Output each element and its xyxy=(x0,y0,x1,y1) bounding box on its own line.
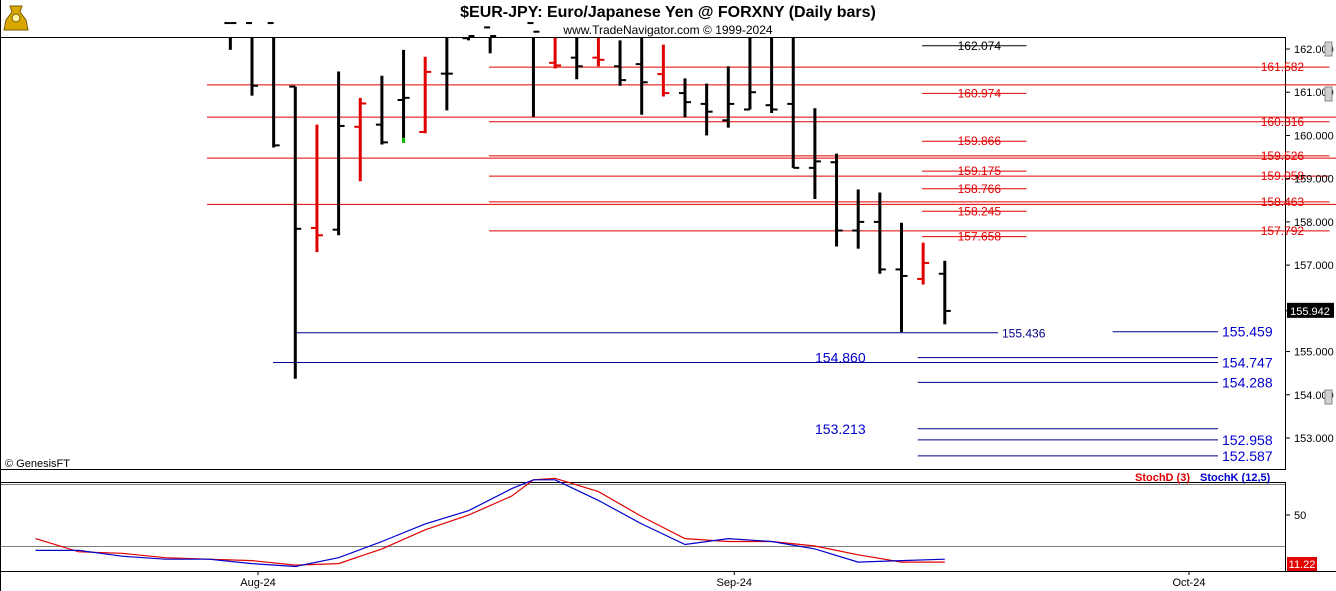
x-tick-label: Sep-24 xyxy=(717,577,752,589)
level-label: 159.058 xyxy=(1261,169,1305,183)
last-price-tag: 155.942 xyxy=(1287,302,1334,318)
level-label: 161.582 xyxy=(1261,60,1305,74)
resistance-levels: 162.074161.582161.171160.974160.425160.3… xyxy=(207,39,1336,244)
time-axis: Aug-24 Sep-24 Oct-24 xyxy=(240,571,1205,589)
level-label: 159.866 xyxy=(958,134,1002,148)
last-price-value: 155.942 xyxy=(1290,306,1330,318)
y-tick-label: 155.000 xyxy=(1294,347,1334,359)
scroll-marker-icon xyxy=(1324,86,1333,102)
price-axis: 162.000 161.000 160.000 159.000 158.000 157.0… xyxy=(1285,41,1334,445)
y-tick-label: 162.000 xyxy=(1294,44,1334,56)
support-label: 152.587 xyxy=(1222,448,1273,464)
y-tick-label: 157.000 xyxy=(1294,260,1334,272)
price-bars xyxy=(224,22,951,379)
scroll-up-icon xyxy=(1324,41,1333,57)
support-label: 153.213 xyxy=(815,421,866,437)
scroll-down-icon xyxy=(1324,389,1333,405)
support-label: 154.860 xyxy=(815,350,866,366)
level-label: 159.526 xyxy=(1261,149,1305,163)
stoch-tick-label: 50 xyxy=(1294,510,1306,522)
y-tick-label: 158.000 xyxy=(1294,217,1334,229)
support-label: 155.459 xyxy=(1222,324,1273,340)
y-tick-label: 154.000 xyxy=(1294,390,1334,402)
y-tick-label: 153.000 xyxy=(1294,433,1334,445)
support-label: 154.288 xyxy=(1222,374,1273,390)
y-tick-label: 159.000 xyxy=(1294,174,1334,186)
level-label: 158.766 xyxy=(958,182,1002,196)
x-tick-label: Oct-24 xyxy=(1172,577,1205,589)
x-tick-label: Aug-24 xyxy=(240,577,275,589)
level-label: 159.175 xyxy=(958,164,1002,178)
stochk-line xyxy=(35,479,945,568)
legend-stochd: StochD (3) xyxy=(1135,472,1190,484)
y-tick-label: 160.000 xyxy=(1294,130,1334,142)
level-label: 160.974 xyxy=(958,86,1002,100)
stoch-value-tag: 11.22 xyxy=(1287,557,1317,571)
support-label: 154.747 xyxy=(1222,354,1273,370)
y-tick-label: 161.000 xyxy=(1294,87,1334,99)
level-label: 162.074 xyxy=(958,39,1002,53)
support-levels: 155.436 155.459 154.860 154.747 154.288 153.2… xyxy=(273,324,1273,464)
stoch-current-value: 11.22 xyxy=(1289,559,1316,571)
support-label: 152.958 xyxy=(1222,432,1273,448)
level-label: 158.245 xyxy=(958,204,1002,218)
support-label: 155.436 xyxy=(1002,327,1046,341)
level-label: 157.792 xyxy=(1261,224,1305,238)
chart-subtitle: www.TradeNavigator.com © 1999-2024 xyxy=(562,23,772,37)
stochastic-panel: 50 xyxy=(0,477,1306,568)
chart-title: $EUR-JPY: Euro/Japanese Yen @ FORXNY (Da… xyxy=(460,4,876,21)
legend-stochk: StochK (12,5) xyxy=(1200,472,1271,484)
level-label: 157.658 xyxy=(958,230,1002,244)
navigator-logo-icon xyxy=(3,5,29,31)
price-panel-frame xyxy=(0,37,1286,470)
level-label: 160.316 xyxy=(1261,115,1305,129)
level-label: 158.463 xyxy=(1261,195,1305,209)
credit-text: © GenesisFT xyxy=(5,458,70,470)
